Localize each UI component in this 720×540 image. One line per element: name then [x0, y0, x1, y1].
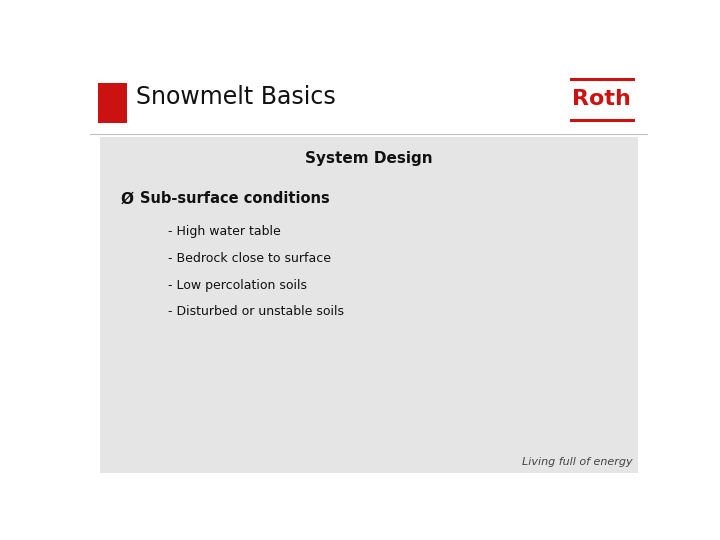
Text: Snowmelt Basics: Snowmelt Basics	[137, 85, 336, 109]
Bar	[90, 65, 648, 134]
Bar	[100, 137, 638, 473]
Text: Living full of energy: Living full of energy	[522, 457, 632, 467]
Bar	[98, 83, 127, 123]
Text: Ø: Ø	[121, 191, 134, 206]
Text: Sub-surface conditions: Sub-surface conditions	[140, 191, 329, 206]
Text: - Bedrock close to surface: - Bedrock close to surface	[168, 252, 330, 265]
Text: - Low percolation soils: - Low percolation soils	[168, 279, 307, 292]
Text: System Design: System Design	[305, 151, 433, 166]
Text: Roth: Roth	[572, 90, 631, 110]
Text: - Disturbed or unstable soils: - Disturbed or unstable soils	[168, 306, 343, 319]
Text: - High water table: - High water table	[168, 225, 280, 238]
